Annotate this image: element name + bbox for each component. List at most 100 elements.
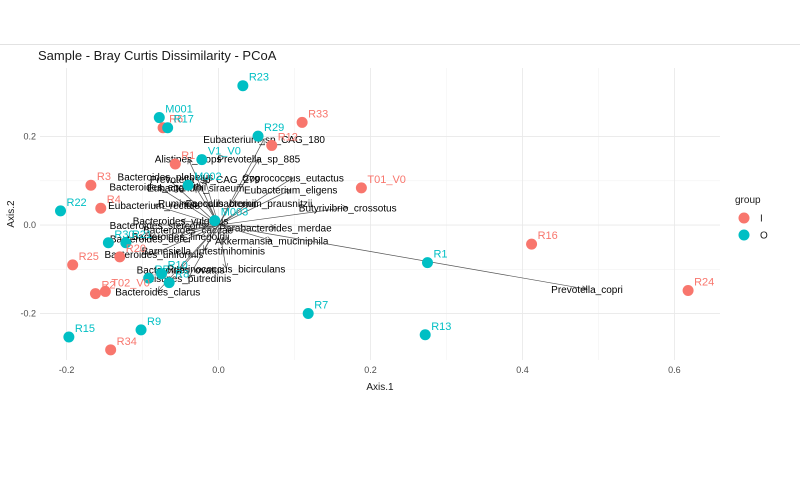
arrow-shaft xyxy=(218,189,291,226)
x-tick-label: -0.2 xyxy=(59,365,75,375)
arrow-head xyxy=(342,205,349,211)
arrow-shaft xyxy=(218,202,250,226)
point-label: R8 xyxy=(175,269,189,281)
sample-point-R10: R10 xyxy=(156,260,188,280)
legend-key xyxy=(738,229,750,241)
point-label: R2 xyxy=(101,280,115,292)
arrow-Bacteroides_eggerthii: Bacteroides_eggerthii xyxy=(109,183,219,226)
point-marker xyxy=(252,130,264,142)
point-marker xyxy=(296,116,308,128)
y-tick-label: 0.0 xyxy=(23,220,36,230)
y-tick-label: -0.2 xyxy=(20,309,36,319)
legend: group IO xyxy=(735,195,768,242)
arrow-shaft xyxy=(218,207,348,226)
arrow-label: Prevotella_sp_CAG_279 xyxy=(150,175,261,186)
arrow-Prevotella_sp_885: Prevotella_sp_885 xyxy=(217,155,301,226)
sample-point-R9: R9 xyxy=(135,316,161,336)
arrow-label: Bacteroides_clarus xyxy=(115,287,200,298)
sample-point-R23: R23 xyxy=(237,72,269,92)
sample-point-R33: R33 xyxy=(296,108,328,128)
arrow-head xyxy=(187,158,193,165)
sample-point-R20: R20 xyxy=(114,243,146,263)
arrow-label: Bacteroides_ovatus xyxy=(137,265,225,276)
arrow-label: Butyrivibrio_crossotus xyxy=(299,203,397,214)
arrow-label: Parabacteroides_merdae xyxy=(219,223,332,234)
point-marker xyxy=(302,308,314,320)
arrow-Parabacteroides_merdae: Parabacteroides_merdae xyxy=(218,223,332,234)
arrow-Akkermansia_muciniphila: Akkermansia_muciniphila xyxy=(215,224,329,248)
arrow-shaft xyxy=(218,224,276,228)
point-marker xyxy=(163,277,175,289)
point-marker xyxy=(99,285,111,297)
arrow-Bacteroides_finegoldii: Bacteroides_finegoldii xyxy=(132,224,229,243)
sample-point-R30: R30 xyxy=(102,229,135,249)
y-axis-label: Axis.2 xyxy=(6,200,17,228)
arrow-shaft xyxy=(187,224,219,279)
point-label: R33 xyxy=(308,108,328,120)
arrow-Ruminococcus_bicirculans: Ruminococcus_bicirculans xyxy=(167,225,285,275)
arrow-label: Alistipes_putredinis xyxy=(145,274,231,285)
x-tick-label: 0.4 xyxy=(516,365,529,375)
sample-point-R21: R21 xyxy=(120,229,152,249)
sample-point-T01_V0: T01_V0 xyxy=(355,174,406,194)
point-label: R7 xyxy=(314,300,328,312)
point-label: M003 xyxy=(221,207,249,219)
sample-point-R1: R1 xyxy=(421,249,448,269)
point-marker xyxy=(67,259,79,271)
point-marker xyxy=(421,257,433,269)
arrow-Bacteroides_uniformis: Bacteroides_uniformis xyxy=(104,224,219,261)
arrow-head xyxy=(179,231,187,238)
arrow-head xyxy=(287,177,294,183)
sample-point-R7: R7 xyxy=(302,300,328,320)
arrow-head xyxy=(202,245,209,252)
arrow-Eubacterium_sp_CAG_180: Eubacterium_sp_CAG_180 xyxy=(203,135,325,226)
arrow-head xyxy=(195,186,201,194)
point-label: R1 xyxy=(181,150,195,162)
arrow-label: Akkermansia_muciniphila xyxy=(215,237,329,248)
arrow-shaft xyxy=(157,186,219,226)
sample-point-R1: R1 xyxy=(169,150,195,170)
point-label: R25 xyxy=(79,251,99,263)
arrow-label: Eubacterium_eligens xyxy=(244,186,337,197)
sample-point-R2: R2 xyxy=(89,280,116,300)
sample-point-R4: R4 xyxy=(95,194,121,214)
point-marker xyxy=(55,205,67,217)
arrow-head xyxy=(581,285,588,292)
arrow-label: Bacteroides_stercoris xyxy=(110,221,206,232)
sample-point-M002: M002 xyxy=(182,171,222,191)
arrow-Faecalibacterium_prausnitzii: Faecalibacterium_prausnitzii xyxy=(186,199,313,226)
arrow-shaft xyxy=(153,204,219,226)
point-marker xyxy=(196,154,208,166)
sample-point-R12: R12 xyxy=(266,131,298,151)
point-label: R15 xyxy=(75,323,95,335)
point-marker xyxy=(682,285,694,297)
point-label: V1_V0 xyxy=(208,146,241,158)
arrow-shaft xyxy=(153,224,219,255)
arrow-head xyxy=(153,249,160,255)
arrow-label: Bacteroides_eggerthii xyxy=(109,183,206,194)
point-label: R24 xyxy=(694,277,714,289)
arrow-label: Eubacterium_rectale xyxy=(108,201,200,212)
arrow-head xyxy=(206,202,212,209)
legend-key xyxy=(738,212,750,224)
sample-point-R3: R3 xyxy=(85,171,111,191)
point-marker xyxy=(143,272,155,284)
arrow-head xyxy=(253,158,260,165)
point-marker xyxy=(135,324,147,336)
sample-point-R25: R25 xyxy=(67,251,99,271)
sample-point-R17: R17 xyxy=(162,114,194,134)
point-label: R5 xyxy=(155,264,169,276)
x-axis-label: Axis.1 xyxy=(366,382,394,393)
y-tick-label: 0.2 xyxy=(23,132,36,142)
sample-point-R8: R8 xyxy=(163,269,189,289)
arrow-head xyxy=(285,189,292,195)
point-marker xyxy=(89,288,101,300)
point-marker xyxy=(266,139,278,151)
sample-point-R15: R15 xyxy=(63,323,95,343)
point-label: R22 xyxy=(67,197,87,209)
arrow-label: Bacteroides_dorei xyxy=(110,234,191,245)
arrow-label: Faecalibacterium_prausnitzii xyxy=(186,199,313,210)
arrow-head xyxy=(149,234,156,241)
tick-labels: -0.2 0.0 0.2 0.4 0.6 -0.2 0.0 0.2 xyxy=(20,132,680,375)
point-label: T02_V0 xyxy=(111,277,150,289)
